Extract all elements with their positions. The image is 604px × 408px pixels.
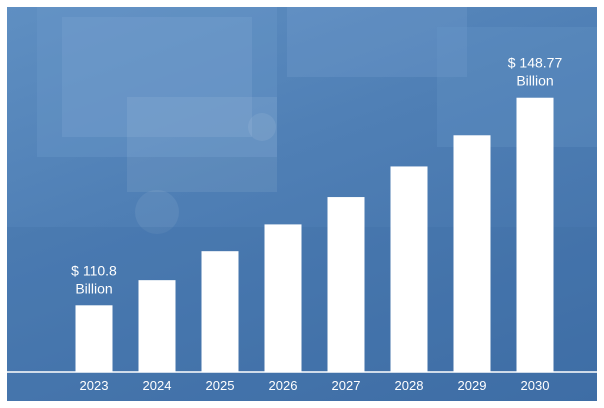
bar-2028 (390, 166, 428, 372)
x-tick-label-2030: 2030 (521, 378, 550, 393)
bar-2024 (138, 280, 176, 372)
x-tick-label-2025: 2025 (206, 378, 235, 393)
bar-chart: 2023 2024 2025 2026 2027 2028 2029 2030 $ 110.8… (7, 55, 597, 393)
chart-frame: 2023 2024 2025 2026 2027 2028 2029 2030 $ 110.8… (7, 7, 597, 401)
bar-2025 (201, 251, 239, 372)
x-tick-label-2029: 2029 (458, 378, 487, 393)
x-tick-label-2024: 2024 (143, 378, 172, 393)
x-tick-label-2028: 2028 (395, 378, 424, 393)
data-label-value-2023: $ 110.8 (71, 262, 117, 278)
x-tick-label-2026: 2026 (269, 378, 298, 393)
bar-2026 (264, 224, 302, 372)
bar-2027 (327, 197, 365, 372)
data-label-unit-2023: Billion (75, 280, 112, 296)
data-label-value-2030: $ 148.77 (508, 55, 563, 71)
x-tick-label-2023: 2023 (80, 378, 109, 393)
bar-2029 (453, 135, 491, 372)
x-tick-label-2027: 2027 (332, 378, 361, 393)
data-label-unit-2030: Billion (516, 73, 553, 89)
bar-2023 (75, 305, 113, 372)
bar-2030 (516, 97, 554, 373)
